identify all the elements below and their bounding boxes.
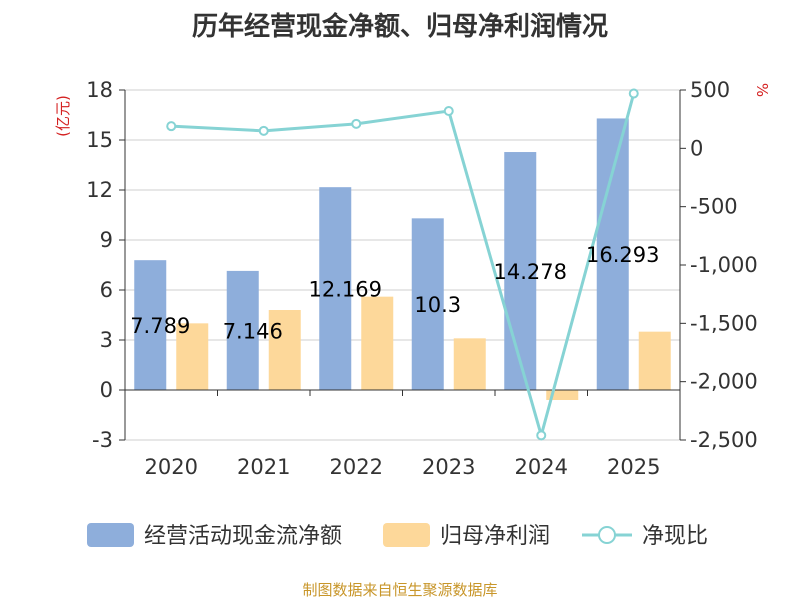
left-tick-label: 12 <box>86 178 113 202</box>
right-tick-label: 500 <box>690 78 730 102</box>
x-tick-label: 2025 <box>607 455 660 479</box>
ratio-line <box>166 88 639 441</box>
bar-profit <box>268 310 301 390</box>
data-labels: 7.789 7.146 12.169 10.3 14.278 16.293 <box>130 243 659 343</box>
left-axis-unit: (亿元) <box>54 95 72 137</box>
ratio-point <box>443 106 454 116</box>
x-tick-label: 2022 <box>330 455 383 479</box>
x-tick-label: 2020 <box>145 455 198 479</box>
right-tick-label: -2,500 <box>690 428 758 452</box>
bar-cashflow <box>504 152 537 390</box>
left-tick-label: 15 <box>86 128 113 152</box>
ratio-point <box>258 125 269 136</box>
bar-value-label: 16.293 <box>586 243 659 267</box>
x-tick-label: 2023 <box>422 455 475 479</box>
ratio-point <box>536 430 547 441</box>
bar-profit <box>546 390 579 400</box>
bar-profit <box>176 323 209 390</box>
legend: 经营活动现金流净额 归母净利润 净现比 <box>87 523 708 549</box>
right-tick-label: 0 <box>690 136 703 160</box>
left-tick-label: 9 <box>100 228 113 252</box>
bar-cashflow <box>411 218 444 390</box>
legend-label-profit: 归母净利润 <box>440 524 550 549</box>
bar-cashflow <box>134 260 167 390</box>
chart-title: 历年经营现金净额、归母净利润情况 <box>192 11 608 42</box>
left-tick-label: -3 <box>92 428 113 452</box>
ratio-point <box>166 121 177 132</box>
legend-marker-ratio <box>598 526 616 544</box>
bar-profit <box>638 331 671 390</box>
source-note: 制图数据来自恒生聚源数据库 <box>302 581 497 599</box>
bar-cashflow <box>596 118 629 390</box>
ratio-point <box>351 118 362 129</box>
legend-label-cashflow: 经营活动现金流净额 <box>144 524 342 549</box>
right-tick-label: -500 <box>690 195 738 219</box>
bar-cashflow <box>226 270 259 390</box>
bar-cashflow <box>319 187 352 390</box>
right-tick-label: -2,000 <box>690 370 758 394</box>
right-tick-label: -1,500 <box>690 311 758 335</box>
bar-value-label: 14.278 <box>494 260 567 284</box>
x-tick-label: 2021 <box>237 455 290 479</box>
bar-value-label: 12.169 <box>309 278 382 302</box>
bar-value-label: 10.3 <box>414 293 461 317</box>
left-tick-label: 0 <box>100 378 113 402</box>
ratio-line-path <box>171 93 636 441</box>
x-tick-label: 2024 <box>515 455 568 479</box>
bar-profit <box>361 296 394 390</box>
bar-value-label: 7.146 <box>223 319 283 343</box>
left-tick-label: 18 <box>86 78 113 102</box>
right-axis-unit: % <box>753 83 771 97</box>
left-tick-label: 6 <box>100 278 113 302</box>
bars <box>134 118 671 400</box>
legend-swatch-cashflow <box>87 523 134 547</box>
bar-value-label: 7.789 <box>130 314 190 338</box>
right-tick-label: -1,000 <box>690 253 758 277</box>
left-tick-label: 3 <box>100 328 113 352</box>
axes: -3 0 3 6 9 12 15 18 -2,500 -2,000 -1,500 -1,000 -500… <box>86 78 757 479</box>
ratio-point <box>628 88 639 99</box>
legend-label-ratio: 净现比 <box>642 524 708 549</box>
legend-swatch-profit <box>383 523 430 547</box>
bar-profit <box>453 338 486 390</box>
